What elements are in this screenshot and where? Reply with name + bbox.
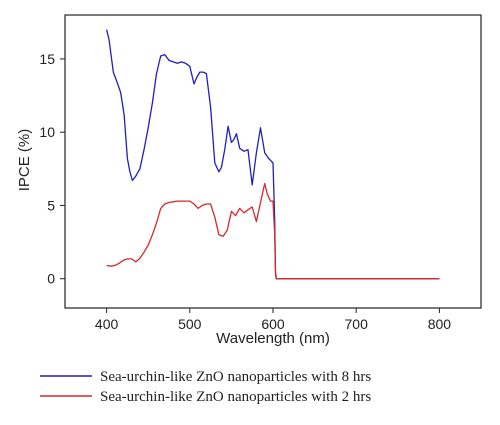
- x-tick-label: 400: [95, 316, 119, 332]
- y-tick-label: 0: [47, 271, 55, 287]
- axis-ticks: 400 500 600 700 800 0 5 10 15: [39, 51, 451, 332]
- y-tick-label: 10: [39, 124, 55, 140]
- y-tick-label: 5: [47, 197, 55, 213]
- y-tick-label: 15: [39, 51, 55, 67]
- legend: Sea-urchin-like ZnO nanoparticles with 8…: [40, 369, 371, 405]
- series-line-1: [105, 29, 440, 280]
- x-tick-label: 600: [261, 316, 285, 332]
- series-line-2: [106, 182, 440, 280]
- y-axis-title: IPCE (%): [16, 129, 33, 192]
- x-axis-title: Wavelength (nm): [216, 330, 330, 347]
- legend-label-series-2: Sea-urchin-like ZnO nanoparticles with 2…: [100, 389, 371, 405]
- x-tick-label: 500: [178, 316, 202, 332]
- series-layer: [105, 29, 440, 280]
- legend-label-series-1: Sea-urchin-like ZnO nanoparticles with 8…: [100, 369, 371, 385]
- x-tick-label: 700: [345, 316, 369, 332]
- x-tick-label: 800: [428, 316, 452, 332]
